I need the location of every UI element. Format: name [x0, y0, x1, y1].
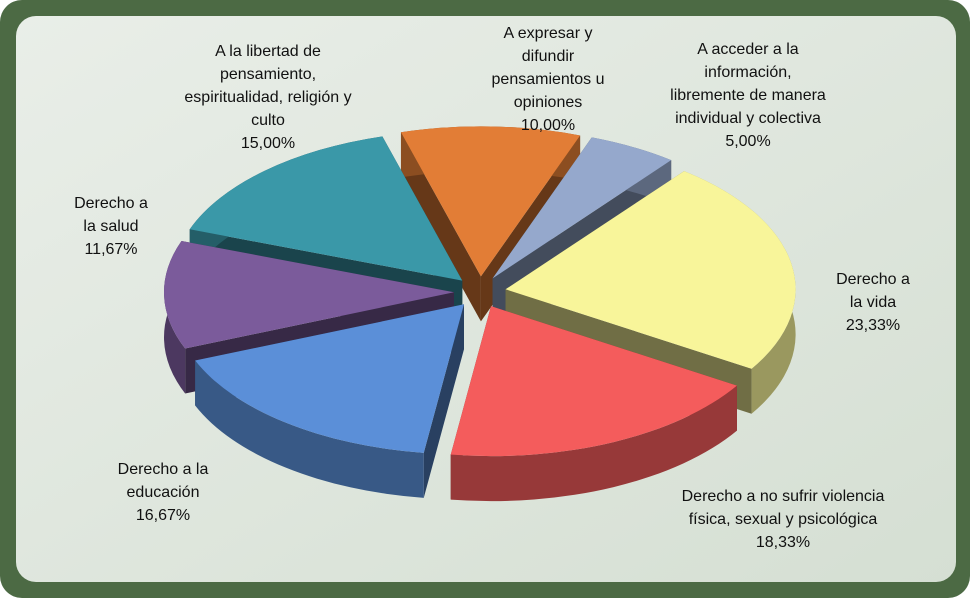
slice-top: [189, 136, 463, 281]
slice-label: A expresar y difundir pensamientos u opi…: [476, 22, 621, 137]
slice: [450, 306, 737, 502]
slice-top: [400, 126, 581, 277]
slice-side: [423, 304, 464, 498]
slice-top: [505, 171, 796, 369]
slice-label: Derecho a la educación 16,67%: [88, 458, 238, 527]
category-label: A acceder a la información, libremente d…: [670, 41, 826, 127]
value-label: 18,33%: [755, 534, 811, 551]
slice-edge: [450, 385, 737, 502]
slice-label: Derecho a la salud 11,67%: [66, 192, 156, 261]
pie: [164, 126, 796, 502]
slice-top: [492, 137, 672, 279]
value-label: 23,33%: [845, 317, 901, 334]
category-label: A la libertad de pensamiento, espiritual…: [184, 43, 352, 129]
category-label: Derecho a la educación: [117, 461, 209, 501]
value-label: 11,67%: [84, 241, 138, 258]
slice-top: [450, 306, 737, 457]
slice-label: A acceder a la información, libremente d…: [666, 38, 831, 153]
value-label: 15,00%: [240, 135, 296, 152]
category-label: Derecho a la vida: [836, 271, 910, 311]
slice-top: [164, 240, 455, 349]
slice-edge: [195, 360, 424, 498]
category-label: Derecho a la salud: [74, 195, 148, 235]
slice-label: Derecho a no sufrir violencia física, se…: [678, 485, 888, 554]
category-label: A expresar y difundir pensamientos u opi…: [491, 25, 605, 111]
value-label: 5,00%: [725, 133, 771, 150]
slice-top: [195, 304, 464, 453]
slice-label: Derecho a la vida 23,33%: [828, 268, 918, 337]
slice-side: [400, 132, 481, 322]
category-label: Derecho a no sufrir violencia física, se…: [681, 488, 885, 528]
value-label: 16,67%: [135, 507, 191, 524]
value-label: 10,00%: [520, 117, 576, 134]
slice-label: A la libertad de pensamiento, espiritual…: [181, 40, 356, 155]
slice: [195, 304, 464, 498]
